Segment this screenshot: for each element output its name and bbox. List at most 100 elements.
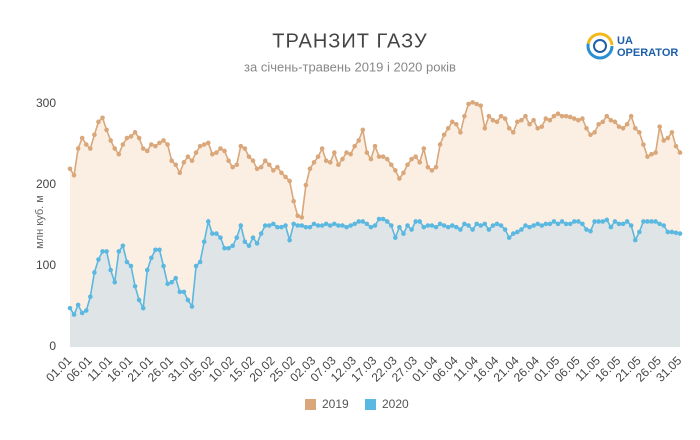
point — [604, 217, 610, 223]
point — [673, 143, 679, 149]
point — [258, 164, 264, 170]
point — [612, 119, 618, 125]
point — [140, 305, 146, 311]
point — [67, 166, 73, 172]
point — [645, 219, 650, 224]
point — [657, 124, 662, 129]
point — [632, 126, 638, 131]
point — [388, 162, 394, 168]
point — [429, 223, 435, 228]
point — [185, 297, 191, 303]
point — [413, 154, 418, 159]
point — [555, 221, 561, 227]
point — [592, 219, 597, 224]
point — [246, 154, 252, 159]
point — [181, 289, 187, 295]
point — [124, 259, 130, 265]
point — [161, 138, 166, 143]
point — [120, 243, 126, 249]
point — [449, 119, 455, 125]
point — [169, 279, 174, 285]
point — [222, 148, 227, 154]
point — [140, 146, 146, 151]
point — [340, 156, 345, 162]
point — [539, 124, 545, 129]
point — [637, 229, 642, 235]
point — [205, 219, 211, 224]
point — [441, 223, 447, 228]
point — [429, 168, 435, 173]
point — [348, 151, 353, 157]
point — [653, 219, 658, 224]
point — [527, 224, 532, 230]
point — [136, 135, 142, 141]
point — [677, 231, 683, 236]
point — [531, 117, 536, 123]
point — [608, 224, 614, 230]
point — [352, 143, 357, 149]
point — [600, 219, 606, 224]
point — [559, 113, 565, 119]
logo-ring — [586, 32, 614, 60]
point — [580, 116, 585, 121]
point — [555, 111, 561, 117]
chart-title: ТРАНЗИТ ГАЗУ — [272, 30, 427, 52]
y-axis-label: млн куб. м — [34, 195, 46, 249]
point — [303, 182, 309, 188]
point — [616, 124, 622, 129]
logo-short: UA — [617, 35, 633, 47]
point — [624, 121, 630, 127]
point — [287, 178, 292, 184]
point — [92, 270, 97, 275]
point — [128, 134, 134, 139]
point — [458, 130, 463, 135]
point — [315, 223, 321, 228]
point — [67, 305, 73, 311]
point — [563, 221, 569, 227]
point — [153, 143, 158, 149]
point — [226, 245, 231, 251]
legend-swatch — [365, 399, 376, 410]
point — [535, 221, 540, 227]
point — [340, 223, 345, 228]
point — [641, 219, 646, 224]
point — [210, 231, 215, 236]
point — [112, 146, 118, 151]
point — [559, 219, 565, 224]
point — [177, 289, 183, 295]
point — [327, 160, 333, 165]
point — [189, 158, 195, 163]
point — [356, 219, 362, 224]
point — [307, 224, 313, 230]
point — [657, 221, 662, 227]
point — [254, 166, 260, 172]
point — [360, 219, 366, 224]
point — [218, 146, 223, 151]
point — [401, 170, 406, 176]
point — [149, 255, 154, 261]
point — [380, 216, 386, 222]
point — [620, 221, 626, 227]
point — [327, 223, 333, 228]
point — [368, 156, 374, 162]
point — [226, 158, 231, 163]
point — [201, 142, 207, 147]
point — [275, 164, 280, 170]
point — [677, 150, 683, 155]
point — [149, 142, 154, 147]
point — [205, 140, 211, 146]
point — [104, 249, 109, 254]
chart-subtitle: за січень-травень 2019 і 2020 років — [244, 59, 456, 74]
point — [128, 263, 134, 269]
point — [401, 231, 406, 236]
point — [157, 140, 162, 146]
point — [100, 249, 105, 254]
point — [478, 103, 484, 108]
point — [311, 221, 317, 227]
point — [449, 223, 455, 228]
point — [116, 249, 122, 254]
point — [234, 162, 240, 168]
point — [75, 146, 81, 151]
point — [161, 263, 166, 269]
point — [620, 126, 626, 131]
